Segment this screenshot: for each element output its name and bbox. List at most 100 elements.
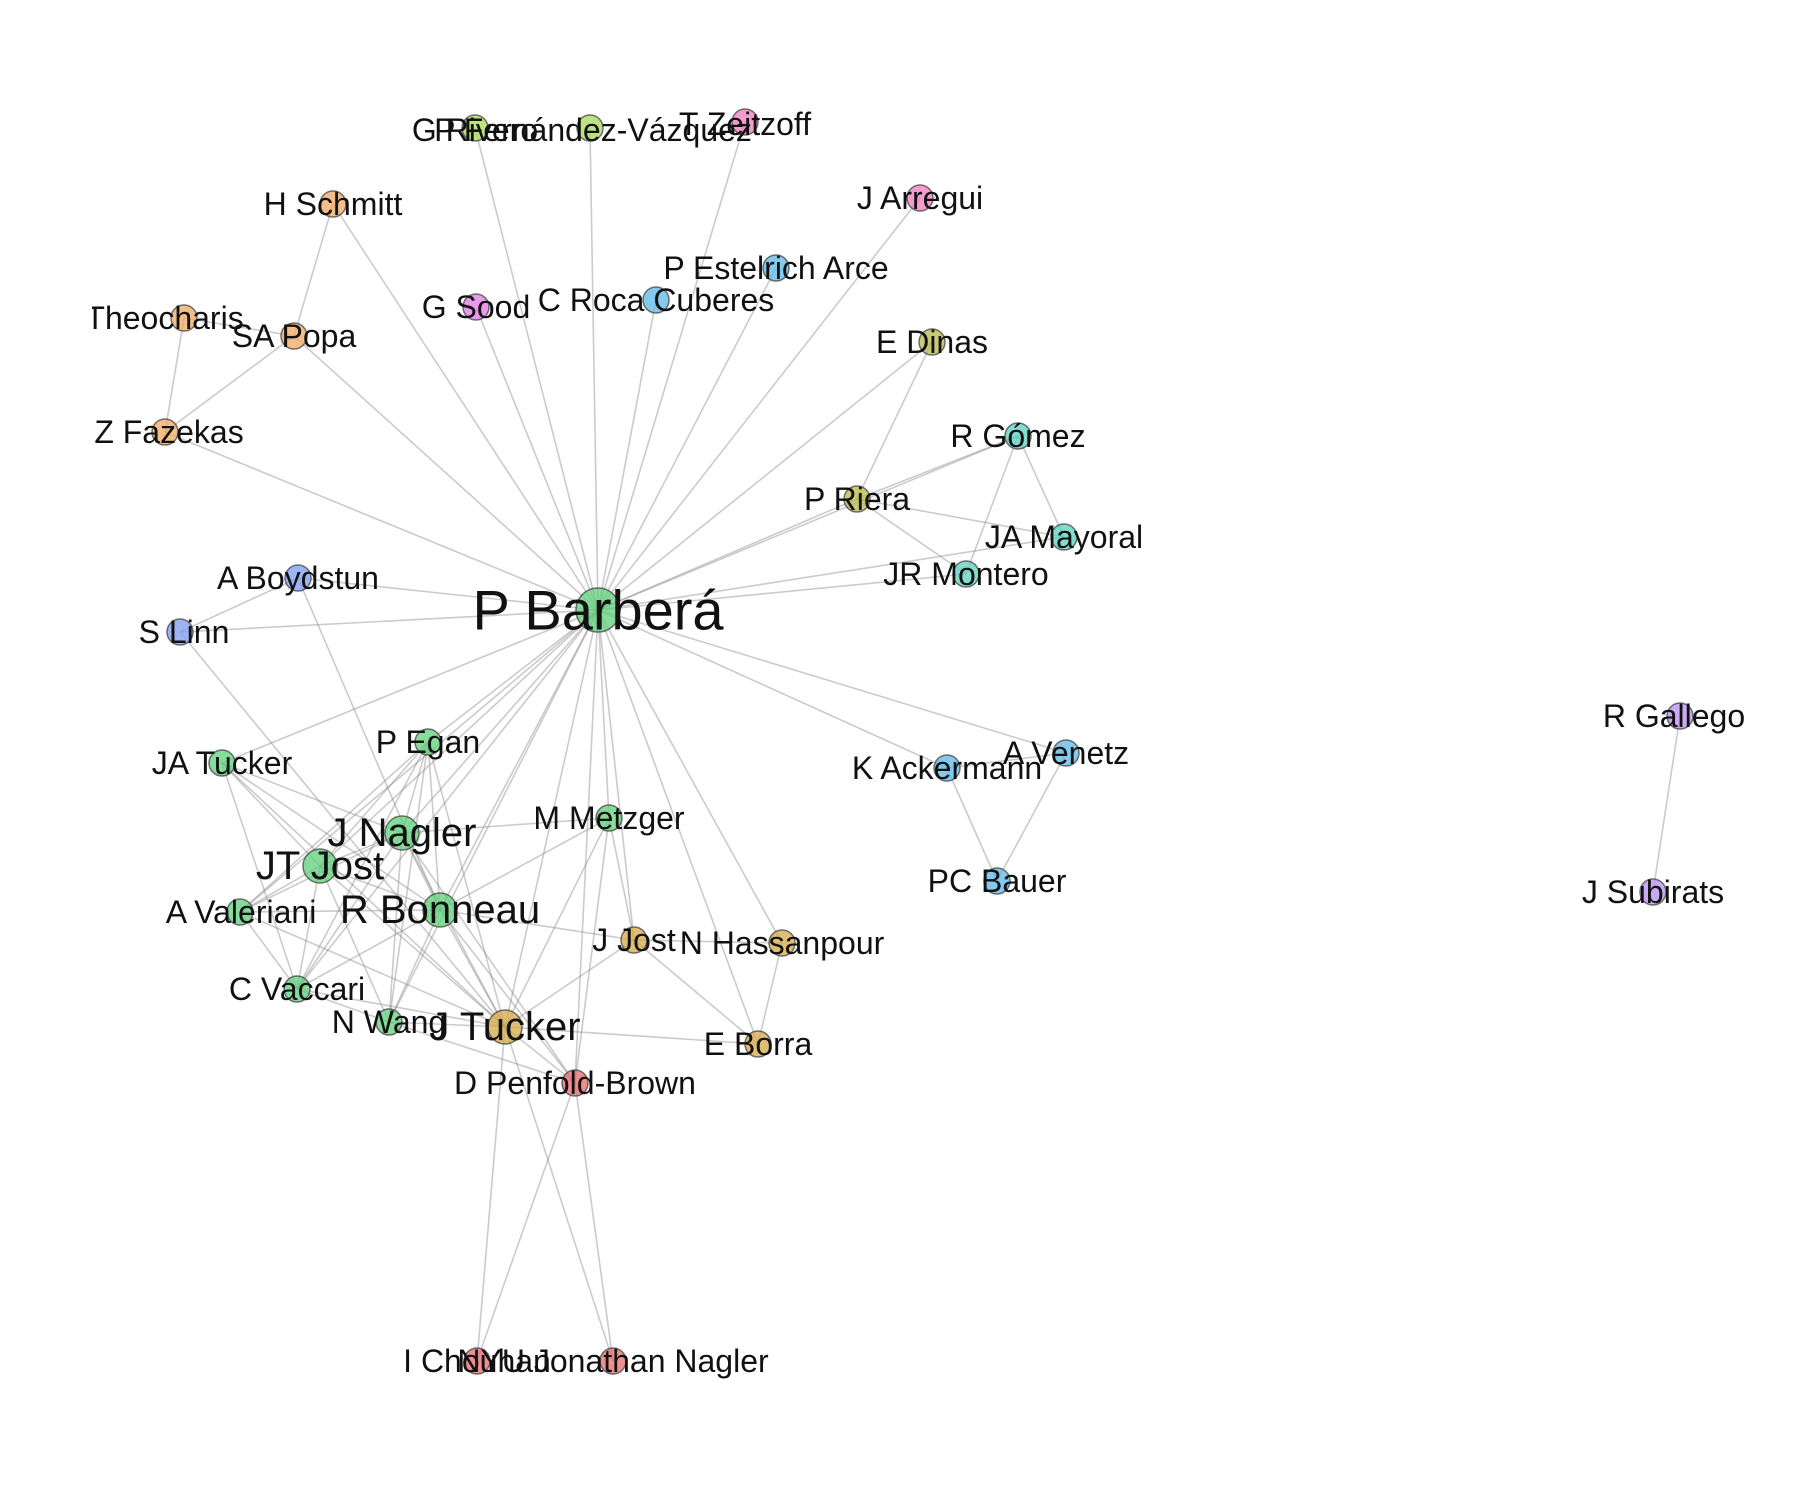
edge-jjost-hassanpour <box>633 939 783 944</box>
edge-nagler-penfold <box>401 832 576 1084</box>
edge-vaccari-jtucker <box>296 988 506 1028</box>
edge-theocharis-fazekas <box>164 317 185 433</box>
node-bonneau[interactable] <box>422 892 458 928</box>
edge-gallego-subirats <box>1652 715 1681 893</box>
edge-barbera-wang <box>388 609 599 1023</box>
node-label-borra: E Borra <box>704 1026 813 1062</box>
node-borra[interactable] <box>744 1030 772 1058</box>
node-label-sood: G Sood <box>422 289 531 325</box>
edge-barbera-jtucker <box>504 609 599 1028</box>
node-label-venetz: A Venetz <box>1003 735 1129 771</box>
node-ackermann[interactable] <box>933 754 961 782</box>
node-label-gallego: R Gallego <box>1603 698 1745 734</box>
node-barbera[interactable] <box>575 587 621 633</box>
node-egan[interactable] <box>414 728 442 756</box>
edge-barbera-venetz <box>597 609 1067 754</box>
node-label-subirats: J Subirats <box>1582 874 1724 910</box>
node-boydstun[interactable] <box>284 564 312 592</box>
edge-bonneau-valeriani <box>239 909 441 913</box>
node-label-chouhan: I Chouhan <box>403 1343 551 1379</box>
edge-jatucker-nagler <box>221 762 403 834</box>
node-label-fernandez: P Fernández-Vázquez <box>434 112 752 148</box>
node-label-roca: C Roca Cuberes <box>538 282 775 318</box>
node-riera[interactable] <box>843 485 871 513</box>
node-label-schmitt: H Schmitt <box>264 186 403 222</box>
edge-barbera-arregui <box>597 197 921 611</box>
node-nagler[interactable] <box>384 815 420 851</box>
node-sood[interactable] <box>462 293 490 321</box>
node-arregui[interactable] <box>906 184 934 212</box>
edge-jtucker-nyu <box>504 1026 614 1362</box>
node-label-boydstun: A Boydstun <box>217 560 379 596</box>
node-venetz[interactable] <box>1052 739 1080 767</box>
node-zeitzoff[interactable] <box>731 108 759 136</box>
node-roca[interactable] <box>642 286 670 314</box>
node-subirats[interactable] <box>1639 878 1667 906</box>
node-valeriani[interactable] <box>226 898 254 926</box>
node-label-wang: N Wang <box>332 1004 446 1040</box>
node-mayoral[interactable] <box>1050 523 1078 551</box>
node-vaccari[interactable] <box>283 975 311 1003</box>
node-nyu[interactable] <box>599 1347 627 1375</box>
edge-riera-montero <box>856 498 967 575</box>
edge-barbera-sood <box>475 306 599 611</box>
node-penfold[interactable] <box>561 1069 589 1097</box>
edge-jtucker-chouhan <box>476 1026 506 1362</box>
edge-metzger-jtucker <box>504 817 610 1028</box>
node-label-vaccari: C Vaccari <box>229 971 365 1007</box>
node-hassanpour[interactable] <box>768 929 796 957</box>
node-jatucker[interactable] <box>208 749 236 777</box>
node-gomez[interactable] <box>1004 422 1032 450</box>
edge-penfold-chouhan <box>476 1082 576 1362</box>
edge-vaccari-wang <box>296 988 390 1023</box>
node-estelrich[interactable] <box>762 254 790 282</box>
edge-popa-fazekas <box>164 335 295 433</box>
node-metzger[interactable] <box>595 804 623 832</box>
node-montero[interactable] <box>952 560 980 588</box>
edge-barbera-valeriani <box>239 609 599 913</box>
node-popa[interactable] <box>280 322 308 350</box>
node-linn[interactable] <box>166 618 194 646</box>
edge-barbera-rivero <box>474 127 599 611</box>
edge-barbera-fazekas <box>164 431 599 611</box>
node-chouhan[interactable] <box>463 1347 491 1375</box>
node-wang[interactable] <box>375 1008 403 1036</box>
edge-metzger-penfold <box>574 817 610 1084</box>
node-label-jjost: J Jost <box>592 922 676 958</box>
edge-barbera-nagler <box>401 609 599 834</box>
node-label-popa: SA Popa <box>232 318 357 354</box>
edge-valeriani-vaccari <box>239 911 298 990</box>
edge-dinas-riera <box>856 341 933 500</box>
edge-egan-bonneau <box>427 741 441 911</box>
node-fernandez[interactable] <box>576 114 604 142</box>
edge-bonneau-jtucker <box>439 909 506 1028</box>
edge-barbera-schmitt <box>332 203 599 611</box>
edge-barbera-mayoral <box>597 536 1065 611</box>
edge-barbera-boydstun <box>297 577 599 611</box>
node-gallego[interactable] <box>1666 702 1694 730</box>
node-theocharis[interactable] <box>170 304 198 332</box>
node-rivero[interactable] <box>461 114 489 142</box>
edge-wang-penfold <box>388 1021 576 1084</box>
edge-bonneau-vaccari <box>296 909 441 990</box>
node-jtjost[interactable] <box>302 848 338 884</box>
node-schmitt[interactable] <box>319 190 347 218</box>
edge-barbera-penfold <box>574 609 599 1084</box>
edge-barbera-dinas <box>597 341 933 611</box>
node-jtucker[interactable] <box>487 1009 523 1045</box>
node-fazekas[interactable] <box>151 418 179 446</box>
node-bauer[interactable] <box>983 867 1011 895</box>
edge-egan-wang <box>388 741 429 1023</box>
node-dinas[interactable] <box>918 328 946 356</box>
node-jjost[interactable] <box>620 926 648 954</box>
node-label-valeriani: A Valeriani <box>166 894 317 930</box>
edge-jatucker-jtjost <box>221 762 321 867</box>
edge-jatucker-bonneau <box>221 762 441 911</box>
edge-linn-jtucker <box>179 631 506 1028</box>
node-label-nyu: NYU Jonathan Nagler <box>457 1343 769 1379</box>
edge-barbera-fernandez <box>589 127 599 611</box>
edge-schmitt-popa <box>293 203 334 337</box>
node-label-linn: S Linn <box>139 614 230 650</box>
node-label-penfold: D Penfold-Brown <box>454 1065 696 1101</box>
